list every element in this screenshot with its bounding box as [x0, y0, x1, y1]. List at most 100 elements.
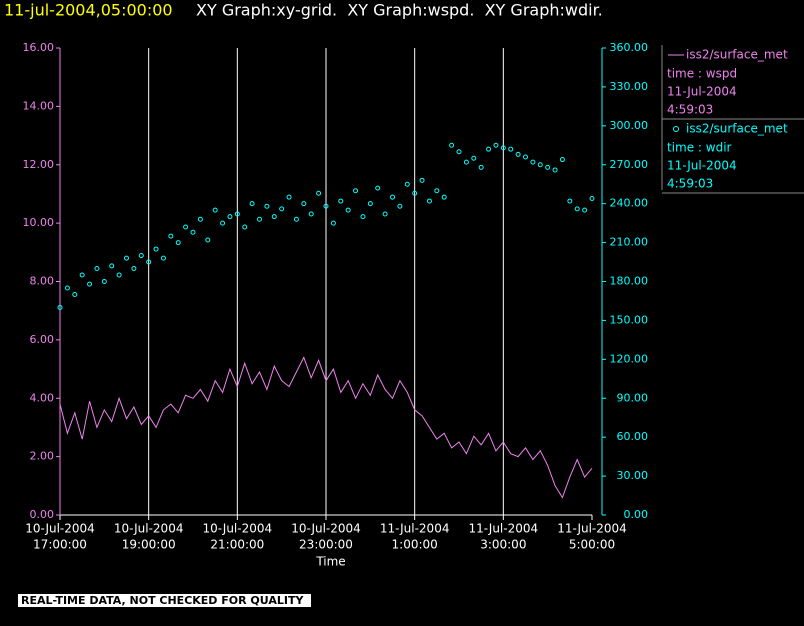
wdir-point	[264, 203, 270, 209]
wdir-point	[138, 253, 144, 259]
x-tick-label: 10-Jul-2004	[291, 522, 361, 536]
wdir-point	[353, 188, 359, 194]
y-tick-label: 4.00	[30, 391, 55, 404]
legend-symbol	[673, 126, 679, 132]
wdir-point	[79, 272, 85, 278]
wdir-point	[131, 266, 137, 272]
wdir-point	[323, 203, 329, 209]
x-axis-label: Time	[315, 555, 345, 569]
wdir-point	[257, 216, 262, 222]
wdir-point	[212, 207, 218, 213]
y-tick-label: 10.00	[23, 216, 55, 229]
y2-tick-label: 60.00	[617, 430, 649, 443]
wdir-point	[434, 188, 440, 194]
y2-tick-label: 180.00	[610, 275, 649, 288]
wdir-point	[486, 146, 492, 152]
x-tick-label: 10-Jul-2004	[114, 522, 184, 536]
x-tick-label: 10-Jul-2004	[203, 522, 273, 536]
y2-tick-label: 90.00	[617, 391, 649, 404]
wdir-point	[279, 206, 285, 212]
x-tick-label: 3:00:00	[480, 538, 526, 552]
legend-detail: 4:59:03	[667, 103, 713, 117]
wdir-point	[471, 155, 477, 161]
wdir-point	[220, 220, 226, 226]
legend-detail: time : wspd	[667, 67, 737, 81]
wdir-point	[367, 201, 373, 207]
y-tick-label: 16.00	[23, 41, 55, 54]
wdir-point	[441, 194, 447, 200]
wdir-point	[316, 190, 322, 196]
y-tick-label: 8.00	[30, 275, 55, 288]
footer-note: REAL-TIME DATA, NOT CHECKED FOR QUALITY	[21, 594, 304, 607]
y-tick-label: 6.00	[30, 333, 55, 346]
wdir-point	[168, 233, 174, 239]
wdir-point	[197, 216, 203, 222]
y2-tick-label: 210.00	[610, 236, 649, 249]
y2-tick-label: 240.00	[610, 197, 649, 210]
wdir-point	[360, 214, 366, 220]
wdir-point	[338, 198, 344, 204]
y2-tick-label: 150.00	[610, 313, 649, 326]
wdir-point	[559, 157, 565, 163]
wdir-point	[552, 167, 558, 173]
legend-detail: 11-Jul-2004	[667, 159, 737, 173]
wdir-point	[345, 207, 351, 213]
wdir-point	[412, 190, 418, 196]
y2-tick-label: 0.00	[624, 508, 649, 521]
wdir-point	[545, 164, 551, 170]
wspd-line	[59, 356, 593, 499]
x-tick-label: 21:00:00	[210, 538, 264, 552]
wdir-point	[500, 145, 506, 151]
legend-label: iss2/surface_met	[686, 122, 788, 136]
wdir-point	[449, 142, 455, 148]
y-tick-label: 12.00	[23, 158, 55, 171]
y2-tick-label: 270.00	[610, 158, 649, 171]
wdir-point	[57, 304, 63, 310]
wdir-point	[234, 211, 240, 217]
legend-label: iss2/surface_met	[686, 48, 788, 62]
wdir-point	[146, 259, 152, 265]
wdir-point	[515, 151, 521, 157]
wdir-point	[286, 194, 292, 200]
x-tick-label: 11-Jul-2004	[469, 522, 539, 536]
wdir-point	[271, 214, 277, 220]
legend-detail: 4:59:03	[667, 177, 713, 191]
wdir-point	[116, 272, 122, 278]
wdir-point	[242, 224, 248, 230]
y2-tick-label: 300.00	[610, 119, 649, 132]
timestamp: 11-jul-2004,05:00:00	[4, 1, 173, 20]
legend-detail: 11-Jul-2004	[667, 85, 737, 99]
wdir-point	[101, 279, 107, 284]
y2-tick-label: 360.00	[610, 41, 649, 54]
wdir-point	[426, 198, 432, 204]
y2-tick-label: 30.00	[617, 469, 649, 482]
wdir-point	[308, 211, 314, 217]
wdir-point	[382, 211, 388, 217]
x-tick-label: 11-Jul-2004	[380, 522, 450, 536]
wdir-point	[160, 255, 166, 261]
wdir-point	[463, 159, 469, 165]
y-tick-label: 0.00	[30, 508, 55, 521]
wdir-point	[390, 194, 395, 200]
wdir-point	[190, 229, 196, 235]
x-tick-label: 1:00:00	[392, 538, 438, 552]
wdir-point	[523, 154, 528, 160]
x-tick-label: 19:00:00	[122, 538, 176, 552]
wdir-point	[330, 220, 336, 226]
wdir-point	[205, 237, 211, 243]
x-tick-label: 5:00:00	[569, 538, 615, 552]
wdir-point	[94, 266, 100, 272]
wdir-point	[567, 198, 573, 204]
wdir-point	[478, 164, 484, 170]
wdir-point	[293, 216, 299, 222]
legend-detail: time : wdir	[667, 141, 732, 155]
wdir-point	[397, 203, 403, 209]
y2-tick-label: 120.00	[610, 352, 649, 365]
wdir-point	[589, 195, 595, 201]
wdir-point	[109, 263, 115, 269]
x-tick-label: 17:00:00	[33, 538, 87, 552]
wdir-point	[249, 201, 255, 207]
wdir-point	[301, 201, 307, 207]
